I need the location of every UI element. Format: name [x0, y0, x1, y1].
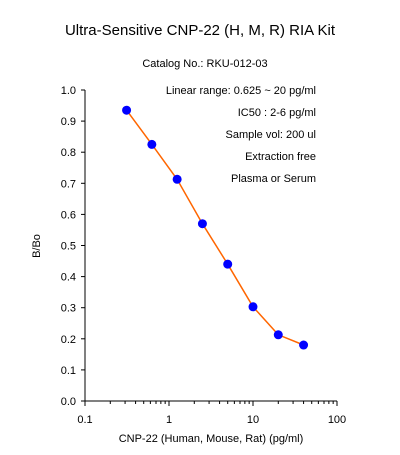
- chart-title: Ultra-Sensitive CNP-22 (H, M, R) RIA Kit: [65, 22, 336, 39]
- data-point: [197, 219, 207, 229]
- annotation-line: Linear range: 0.625 ~ 20 pg/ml: [166, 85, 316, 97]
- x-tick-label: 1: [166, 414, 172, 426]
- x-tick-label: 0.1: [77, 414, 92, 426]
- y-tick-label: 0.6: [61, 209, 76, 221]
- data-point: [273, 330, 283, 340]
- annotation-line: Extraction free: [245, 151, 316, 163]
- data-point: [248, 302, 258, 312]
- x-tick-label: 100: [328, 414, 346, 426]
- y-tick-label: 0.7: [61, 178, 76, 190]
- series-line: [125, 109, 304, 346]
- y-tick-label: 0.5: [61, 241, 76, 253]
- data-point: [172, 174, 182, 184]
- annotation-line: IC50 : 2-6 pg/ml: [238, 107, 316, 119]
- y-tick-label: 0.3: [61, 303, 76, 315]
- data-point: [147, 139, 157, 149]
- plot-area: 0.00.10.20.30.40.50.60.70.80.91.00.1 1 10 1…: [61, 85, 346, 426]
- y-tick-label: 0.8: [61, 147, 76, 159]
- data-point: [122, 105, 132, 115]
- y-tick-label: 0.4: [61, 272, 76, 284]
- y-tick-label: 0.1: [61, 365, 76, 377]
- annotation-line: Plasma or Serum: [231, 173, 316, 185]
- y-tick-label: 1.0: [61, 85, 76, 97]
- y-tick-label: 0.9: [61, 116, 76, 128]
- data-point: [299, 340, 309, 350]
- catalog-number: Catalog No.: RKU-012-03: [142, 58, 267, 70]
- x-tick-label: 10: [247, 414, 259, 426]
- x-axis-label: CNP-22 (Human, Mouse, Rat) (pg/ml): [119, 433, 304, 445]
- y-tick-label: 0.2: [61, 334, 76, 346]
- annotation-line: Sample vol: 200 ul: [226, 129, 317, 141]
- y-axis-label: B/Bo: [31, 234, 43, 258]
- data-point: [223, 259, 233, 269]
- y-tick-label: 0.0: [61, 396, 76, 408]
